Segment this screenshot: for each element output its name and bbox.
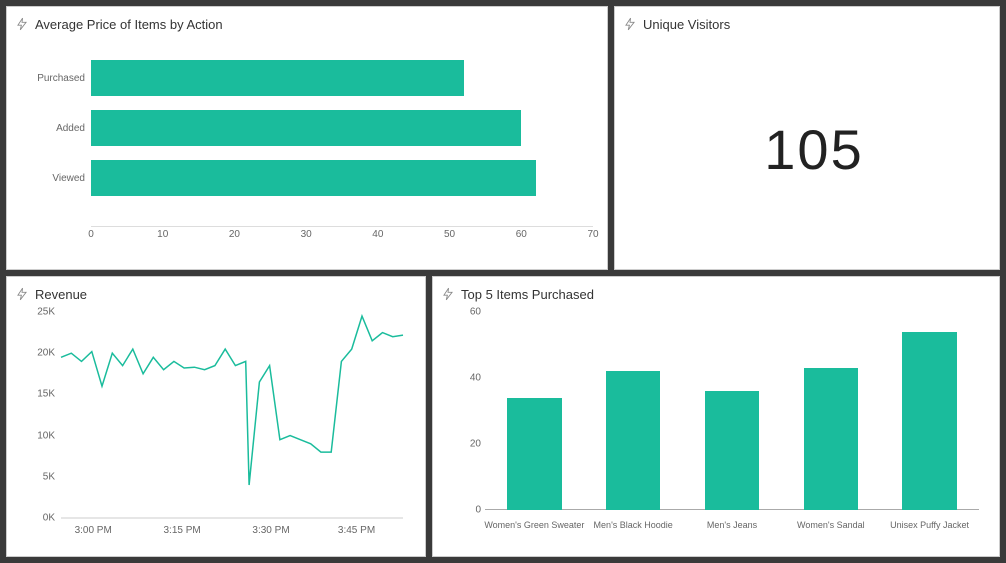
hbar-track	[91, 60, 593, 96]
hbar-xtick: 0	[88, 229, 94, 240]
lightning-icon	[623, 17, 637, 31]
hbar-row: Viewed	[35, 160, 593, 196]
vbar	[507, 398, 561, 510]
panel-revenue: Revenue 0K 5K 10K 15K 20K 25K 3:00 PM 3:15 PM 3:…	[6, 276, 426, 557]
line-xtick-label: 3:45 PM	[338, 525, 375, 536]
line-ytick-label: 25K	[29, 307, 55, 318]
hbar-chart: PurchasedAddedViewed010203040506070	[35, 42, 593, 242]
hbar-fill	[91, 160, 536, 196]
hbar-xtick: 50	[444, 229, 455, 240]
vbar-ytick-label: 40	[461, 373, 481, 384]
hbar-fill	[91, 110, 521, 146]
hbar-xaxis: 010203040506070	[91, 226, 593, 242]
lightning-icon	[441, 287, 455, 301]
hbar-category-label: Viewed	[35, 173, 91, 184]
hbar-xtick: 70	[587, 229, 598, 240]
hbar-category-label: Added	[35, 123, 91, 134]
panel-title: Average Price of Items by Action	[35, 17, 593, 32]
line-chart: 0K 5K 10K 15K 20K 25K 3:00 PM 3:15 PM 3:30 PM 3:4…	[31, 306, 411, 536]
kpi-value: 105	[764, 117, 863, 182]
hbar-xtick: 40	[372, 229, 383, 240]
vbar-chart: 0 20 40 60 Women's Green Sweater Men's Black …	[461, 306, 985, 538]
lightning-icon	[15, 17, 29, 31]
vbar-ytick-label: 20	[461, 439, 481, 450]
revenue-line	[61, 316, 403, 485]
panel-title: Unique Visitors	[643, 17, 985, 32]
vbar-xtick-label: Women's Green Sweater	[484, 520, 584, 530]
hbar-category-label: Purchased	[35, 73, 91, 84]
vbar	[902, 332, 956, 510]
vbar-ytick-label: 0	[461, 505, 481, 516]
kpi-wrap: 105	[643, 36, 985, 262]
hbar-fill	[91, 60, 464, 96]
panel-avg-price: Average Price of Items by Action Purchas…	[6, 6, 608, 270]
lightning-icon	[15, 287, 29, 301]
hbar-xtick: 30	[301, 229, 312, 240]
line-svg	[31, 306, 411, 536]
panel-top5: Top 5 Items Purchased 0 20 40 60 Women's Gre…	[432, 276, 1000, 557]
hbar-row: Purchased	[35, 60, 593, 96]
vbar-xtick-label: Women's Sandal	[797, 520, 865, 530]
vbar-ytick-label: 60	[461, 307, 481, 318]
vbar-xtick-label: Men's Jeans	[707, 520, 757, 530]
hbar-xtick: 10	[157, 229, 168, 240]
panel-title: Revenue	[35, 287, 411, 302]
line-ytick-label: 5K	[29, 471, 55, 482]
vbar-plot	[485, 312, 979, 510]
panel-title: Top 5 Items Purchased	[461, 287, 985, 302]
line-ytick-label: 0K	[29, 513, 55, 524]
line-ytick-label: 15K	[29, 389, 55, 400]
hbar-track	[91, 160, 593, 196]
hbar-track	[91, 110, 593, 146]
line-xtick-label: 3:15 PM	[163, 525, 200, 536]
vbar	[705, 391, 759, 510]
line-xtick-label: 3:30 PM	[252, 525, 289, 536]
vbar	[606, 371, 660, 510]
line-xtick-label: 3:00 PM	[75, 525, 112, 536]
line-ytick-label: 20K	[29, 348, 55, 359]
hbar-xtick: 60	[516, 229, 527, 240]
vbar-xtick-label: Men's Black Hoodie	[594, 520, 673, 530]
panel-visitors: Unique Visitors 105	[614, 6, 1000, 270]
vbar	[804, 368, 858, 510]
vbar-xtick-label: Unisex Puffy Jacket	[890, 520, 969, 530]
hbar-xtick: 20	[229, 229, 240, 240]
hbar-row: Added	[35, 110, 593, 146]
line-ytick-label: 10K	[29, 430, 55, 441]
